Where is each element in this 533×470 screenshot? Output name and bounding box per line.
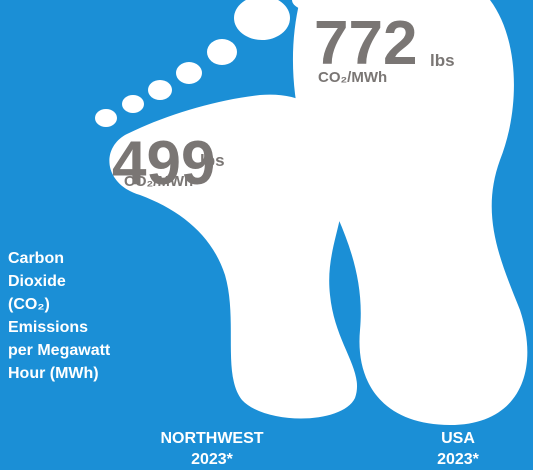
caption-line: Emissions bbox=[8, 319, 88, 336]
year-label: 2023* bbox=[437, 451, 480, 468]
value: 499 bbox=[112, 129, 215, 198]
unit-per: CO₂/MWh bbox=[318, 69, 387, 86]
toe bbox=[122, 95, 144, 113]
unit-per: CO₂/MWh bbox=[124, 173, 193, 190]
caption-line: Dioxide bbox=[8, 273, 66, 290]
region-label: USA bbox=[441, 430, 475, 447]
toe bbox=[95, 109, 117, 127]
unit: lbs bbox=[200, 151, 225, 170]
sole bbox=[292, 0, 528, 425]
toe bbox=[176, 62, 202, 84]
toe bbox=[234, 0, 290, 40]
caption-line: Hour (MWh) bbox=[8, 365, 99, 382]
right-footprint bbox=[292, 0, 528, 425]
caption: Carbon Dioxide (CO₂) Emissions per Megaw… bbox=[8, 250, 111, 382]
left-footprint bbox=[95, 0, 358, 419]
region-label: NORTHWEST bbox=[160, 430, 263, 447]
toe bbox=[148, 80, 172, 100]
caption-line: Carbon bbox=[8, 250, 64, 267]
sole bbox=[109, 94, 358, 419]
value: 772 bbox=[314, 9, 417, 78]
caption-line: (CO₂) bbox=[8, 296, 50, 313]
toe bbox=[207, 39, 237, 65]
unit: lbs bbox=[430, 51, 455, 70]
year-label: 2023* bbox=[191, 451, 234, 468]
caption-line: per Megawatt bbox=[8, 342, 111, 359]
